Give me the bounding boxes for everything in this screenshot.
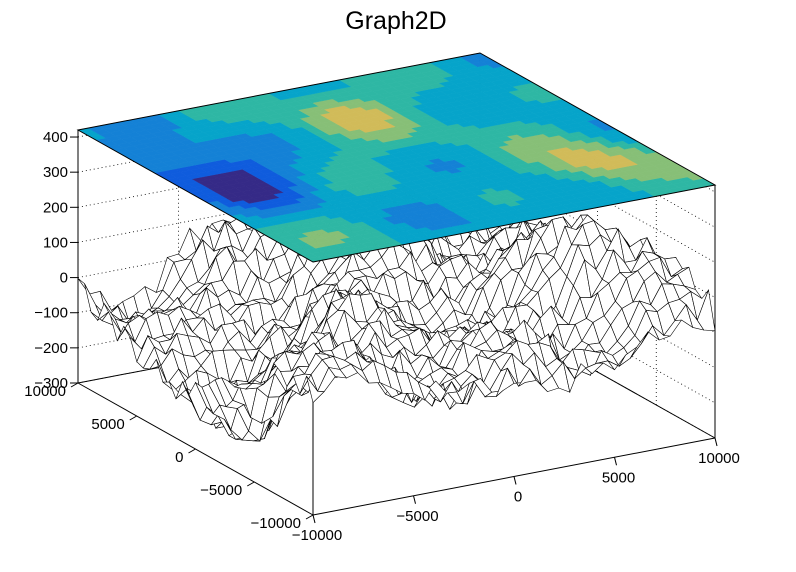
- x-tick-label: −10000: [292, 527, 342, 544]
- z-tick-label: 100: [43, 234, 68, 251]
- y-tick: [188, 448, 196, 454]
- y-tick: [70, 382, 79, 388]
- x-tick: [513, 476, 517, 485]
- y-tick: [305, 514, 314, 520]
- y-tick-label: −5000: [200, 482, 242, 499]
- z-tick-label: 400: [43, 129, 68, 146]
- y-tick: [247, 481, 255, 487]
- y-tick: [129, 415, 137, 421]
- x-tick-label: 10000: [698, 450, 740, 467]
- y-tick-label: 5000: [91, 416, 124, 433]
- z-tick-label: −200: [34, 340, 68, 357]
- x-tick-label: 0: [514, 489, 522, 506]
- z-tick-label: −300: [34, 375, 68, 392]
- chart-title: Graph2D: [345, 7, 446, 35]
- y-tick-label: −10000: [251, 515, 301, 532]
- z-tick-label: 200: [43, 199, 68, 216]
- x-tick: [413, 495, 416, 504]
- contour-plane-outline: [76, 52, 717, 263]
- z-tick-label: 300: [43, 164, 68, 181]
- y-tick-label: 10000: [24, 383, 66, 400]
- x-tick: [312, 514, 316, 524]
- x-tick: [614, 457, 617, 466]
- x-tick: [714, 437, 718, 447]
- y-tick-label: 0: [175, 449, 183, 466]
- x-tick-label: 5000: [602, 469, 635, 486]
- z-tick-label: −100: [34, 305, 68, 322]
- top-contour-plane: [76, 52, 717, 263]
- z-tick-label: 0: [60, 270, 68, 287]
- x-tick-label: −5000: [396, 508, 438, 525]
- surface-cell: [696, 288, 716, 332]
- axis-ticks: −300 −200 −100 0 100 200 300 400 −10000 −5000 0 500…: [24, 129, 740, 544]
